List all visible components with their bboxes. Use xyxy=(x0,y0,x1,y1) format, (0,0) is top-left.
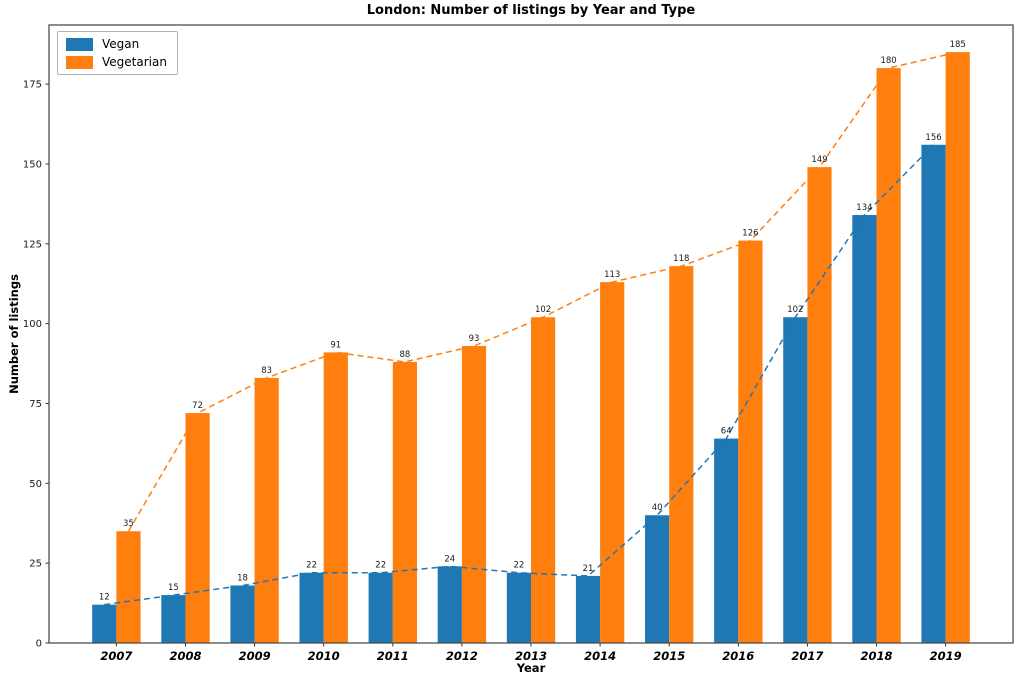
bar-value-label: 134 xyxy=(856,203,872,213)
bar-vegetarian-2019 xyxy=(945,52,970,644)
legend-label-vegetarian: Vegetarian xyxy=(102,55,167,69)
bar-vegan-2015 xyxy=(645,515,670,643)
bar-value-label: 113 xyxy=(604,270,620,280)
legend-item-vegetarian: Vegetarian xyxy=(66,55,167,69)
bar-vegan-2008 xyxy=(161,595,186,643)
bar-vegetarian-2009 xyxy=(254,377,279,643)
y-tick-label: 75 xyxy=(29,399,42,410)
bar-value-label: 185 xyxy=(950,40,966,50)
bar-value-label: 22 xyxy=(306,561,317,571)
y-tick-label: 100 xyxy=(23,319,42,330)
x-tick-label-2013: 2013 xyxy=(515,649,547,663)
x-tick-label-2010: 2010 xyxy=(308,649,340,663)
bar-value-label: 83 xyxy=(261,366,272,376)
bar-value-label: 22 xyxy=(375,561,386,571)
bar-vegan-2007 xyxy=(92,604,117,643)
bar-vegetarian-2011 xyxy=(392,361,417,643)
bar-value-label: 18 xyxy=(237,574,248,584)
x-tick-label-2019: 2019 xyxy=(930,649,962,663)
x-tick-label-2012: 2012 xyxy=(446,649,478,663)
bar-value-label: 72 xyxy=(192,401,203,411)
plot-border xyxy=(48,24,1014,644)
bar-vegetarian-2018 xyxy=(876,68,901,644)
bar-value-label: 22 xyxy=(513,561,524,571)
chart-title: London: Number of listings by Year and T… xyxy=(366,3,696,18)
bar-vegetarian-2016 xyxy=(738,240,763,643)
x-tick-label-2007: 2007 xyxy=(100,649,132,663)
y-tick-label: 50 xyxy=(29,479,42,490)
y-axis-label: Number of listings xyxy=(7,274,21,394)
bar-value-label: 64 xyxy=(721,427,732,437)
y-tick-label: 125 xyxy=(23,239,42,250)
bar-value-label: 91 xyxy=(330,340,341,350)
y-tick-label: 175 xyxy=(23,80,42,91)
bar-vegetarian-2015 xyxy=(669,266,694,643)
bar-value-label: 102 xyxy=(535,305,551,315)
x-tick-label-2008: 2008 xyxy=(169,649,201,663)
bar-value-label: 126 xyxy=(742,229,758,239)
x-tick-label-2009: 2009 xyxy=(239,649,271,663)
bar-vegetarian-2010 xyxy=(323,352,348,643)
x-tick-label-2017: 2017 xyxy=(791,649,823,663)
y-tick-label: 150 xyxy=(23,159,42,170)
legend-item-vegan: Vegan xyxy=(66,37,167,51)
legend: Vegan Vegetarian xyxy=(57,31,178,75)
bar-vegan-2019 xyxy=(921,144,946,643)
bar-vegetarian-2012 xyxy=(461,345,487,643)
bar-value-label: 40 xyxy=(652,503,663,513)
x-tick-label-2015: 2015 xyxy=(653,649,685,663)
bar-vegan-2018 xyxy=(852,215,877,643)
legend-label-vegan: Vegan xyxy=(102,37,140,51)
x-tick-label-2016: 2016 xyxy=(722,649,754,663)
x-tick-label-2018: 2018 xyxy=(861,649,893,663)
y-tick-label: 0 xyxy=(36,639,42,650)
bar-vegetarian-2008 xyxy=(185,413,210,643)
bar-vegan-2013 xyxy=(506,572,531,643)
bar-vegan-2011 xyxy=(368,572,393,643)
bar-value-label: 12 xyxy=(99,593,110,603)
bar-value-label: 24 xyxy=(444,554,455,564)
bar-vegan-2012 xyxy=(437,566,462,643)
trend-line-vegetarian xyxy=(127,51,958,532)
bar-value-label: 156 xyxy=(925,133,941,143)
bar-value-label: 21 xyxy=(583,564,594,574)
bar-vegan-2016 xyxy=(714,438,739,643)
bar-vegetarian-2014 xyxy=(600,282,625,643)
bar-value-label: 149 xyxy=(811,155,827,165)
bar-vegan-2009 xyxy=(230,585,255,643)
x-tick-label-2011: 2011 xyxy=(377,649,409,663)
bar-value-label: 180 xyxy=(880,56,896,66)
bar-value-label: 15 xyxy=(168,583,179,593)
x-axis-label: Year xyxy=(516,661,546,675)
bar-vegetarian-2017 xyxy=(807,167,832,643)
bar-value-label: 93 xyxy=(469,334,480,344)
bar-vegan-2010 xyxy=(299,572,324,643)
trend-line-vegan xyxy=(104,144,935,606)
bar-value-label: 118 xyxy=(673,254,689,264)
bar-vegetarian-2013 xyxy=(531,317,556,643)
x-tick-label-2014: 2014 xyxy=(584,649,616,663)
legend-swatch-vegetarian xyxy=(66,55,93,69)
legend-swatch-vegan xyxy=(66,37,93,51)
bar-vegan-2017 xyxy=(783,317,808,643)
bar-vegan-2014 xyxy=(575,575,601,643)
bar-value-label: 88 xyxy=(399,350,410,360)
y-tick-label: 25 xyxy=(29,559,42,570)
bar-vegetarian-2007 xyxy=(116,531,141,643)
bar-value-label: 35 xyxy=(123,519,134,529)
bar-value-label: 102 xyxy=(787,305,803,315)
